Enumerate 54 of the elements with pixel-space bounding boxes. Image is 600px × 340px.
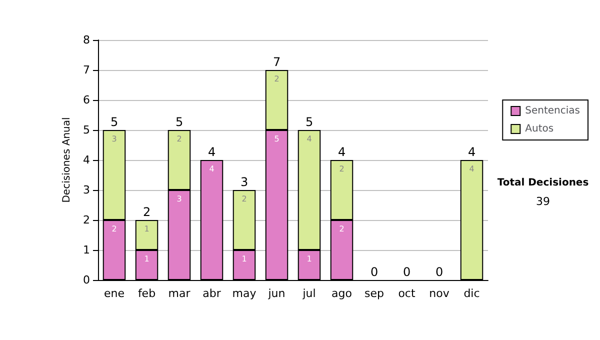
data-label: 4 <box>306 134 312 144</box>
x-tick-label: ago <box>332 287 352 300</box>
x-tick-label: jul <box>302 287 316 300</box>
y-tick-label: 8 <box>83 34 90 46</box>
total-label: 5 <box>175 115 184 129</box>
data-label: 1 <box>306 254 312 264</box>
data-label: 1 <box>144 224 150 234</box>
data-label: 1 <box>242 254 247 264</box>
x-tick-label: oct <box>398 287 416 300</box>
y-tick-label: 6 <box>83 94 90 106</box>
data-label: 3 <box>112 134 117 144</box>
data-label: 2 <box>274 74 280 84</box>
legend-label: Sentencias <box>525 106 580 116</box>
x-tick-label: mar <box>168 287 191 300</box>
y-tick-label: 4 <box>83 154 90 166</box>
total-label: 7 <box>272 55 281 69</box>
data-label: 1 <box>144 254 150 264</box>
x-tick-label: jun <box>267 287 286 300</box>
text: 39 <box>536 195 550 208</box>
y-tick-label: 0 <box>83 274 90 286</box>
x-tick-label: sep <box>364 287 384 300</box>
x-tick-label: feb <box>138 287 156 300</box>
y-tick-label: 7 <box>83 64 90 76</box>
total-label: 4 <box>338 145 346 159</box>
total-label: 2 <box>142 205 151 219</box>
total-label: 5 <box>305 115 314 129</box>
data-label: 2 <box>242 194 247 204</box>
y-tick-label: 3 <box>83 184 90 196</box>
data-label: 4 <box>209 164 214 174</box>
total-label: 0 <box>370 265 378 279</box>
data-label: 2 <box>176 134 182 144</box>
y-tick-label: 1 <box>83 244 90 256</box>
y-axis-title: Decisiones Anual <box>62 117 73 203</box>
total-label: 5 <box>110 115 118 129</box>
x-tick-label: nov <box>429 287 450 300</box>
data-label: 5 <box>274 134 280 144</box>
data-label: 2 <box>339 224 344 234</box>
x-tick-label: dic <box>464 287 480 300</box>
data-label: 2 <box>339 164 344 174</box>
data-label: 4 <box>469 164 474 174</box>
x-tick-label: ene <box>104 287 125 300</box>
data-label: 2 <box>112 224 117 234</box>
x-tick-label: abr <box>202 287 222 300</box>
total-label: 3 <box>240 175 248 189</box>
data-label: 3 <box>176 194 182 204</box>
total-label: 4 <box>208 145 216 159</box>
text: Total Decisiones <box>497 178 589 188</box>
total-label: 4 <box>468 145 476 159</box>
total-label: 0 <box>435 265 444 279</box>
legend-label: Autos <box>525 124 554 134</box>
total-label: 0 <box>402 265 411 279</box>
y-tick-label: 5 <box>83 124 90 136</box>
x-tick-label: may <box>232 287 257 300</box>
y-tick-label: 2 <box>83 214 90 226</box>
